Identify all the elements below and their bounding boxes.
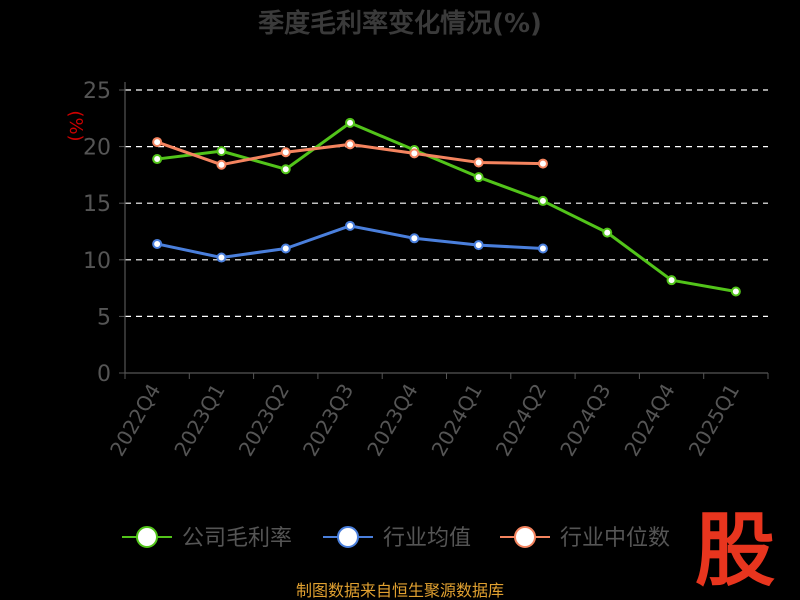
data-point [216, 252, 227, 263]
data-point [473, 240, 484, 251]
data-point [537, 158, 548, 169]
series-line [156, 121, 737, 293]
data-point [152, 137, 163, 148]
grid-lines [125, 89, 768, 317]
data-point [409, 233, 420, 244]
data-point [730, 286, 741, 297]
legend-label: 行业均值 [383, 526, 471, 551]
data-point [280, 147, 291, 158]
data-point [152, 154, 163, 165]
logo-glyph: 股 [695, 504, 775, 597]
x-tick-label: 2023Q4 [362, 380, 422, 461]
x-tick-label: 2024Q1 [427, 380, 487, 461]
legend-label: 公司毛利率 [182, 526, 292, 551]
legend-marker [514, 526, 536, 548]
data-point [152, 238, 163, 249]
series-lines [152, 117, 741, 297]
x-tick-label: 2022Q4 [105, 380, 165, 461]
data-point [216, 159, 227, 170]
y-tick-label: 20 [83, 136, 111, 161]
data-point [280, 243, 291, 254]
data-point [602, 227, 613, 238]
x-tick-label: 2025Q1 [684, 380, 744, 461]
x-tick-label: 2023Q2 [234, 380, 294, 461]
data-point [473, 157, 484, 168]
legend-marker [136, 526, 158, 548]
y-tick-label: 0 [97, 362, 111, 387]
y-axis-unit: (%) [65, 110, 86, 141]
data-point [409, 148, 420, 159]
x-tick-label: 2024Q4 [619, 380, 679, 461]
data-point [345, 117, 356, 128]
y-tick-label: 25 [83, 79, 111, 104]
legend-marker [337, 526, 359, 548]
legend-label: 行业中位数 [560, 526, 670, 551]
x-tick-label: 2023Q3 [298, 380, 358, 461]
data-point [345, 220, 356, 231]
data-point [537, 195, 548, 206]
data-point [537, 243, 548, 254]
source-note: 制图数据来自恒生聚源数据库 [296, 581, 504, 600]
y-tick-label: 15 [83, 192, 111, 217]
y-tick-label: 5 [97, 305, 111, 330]
data-point [473, 172, 484, 183]
data-point [666, 275, 677, 286]
y-tick-label: 10 [83, 249, 111, 274]
data-point [216, 146, 227, 157]
legend: 公司毛利率 行业均值 行业中位数 [122, 526, 670, 551]
data-point [280, 164, 291, 175]
x-tick-label: 2024Q2 [491, 380, 551, 461]
x-tick-label: 2024Q3 [555, 380, 615, 461]
chart-title: 季度毛利率变化情况(%) [258, 8, 542, 39]
x-tick-label: 2023Q1 [169, 380, 229, 461]
data-point [345, 139, 356, 150]
axes: 0 5 10 15 20 25 2022Q4 2023Q1 2023Q2 2023Q3 2023Q4… [83, 79, 769, 461]
